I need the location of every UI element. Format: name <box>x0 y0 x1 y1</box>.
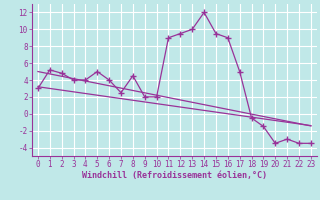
X-axis label: Windchill (Refroidissement éolien,°C): Windchill (Refroidissement éolien,°C) <box>82 171 267 180</box>
